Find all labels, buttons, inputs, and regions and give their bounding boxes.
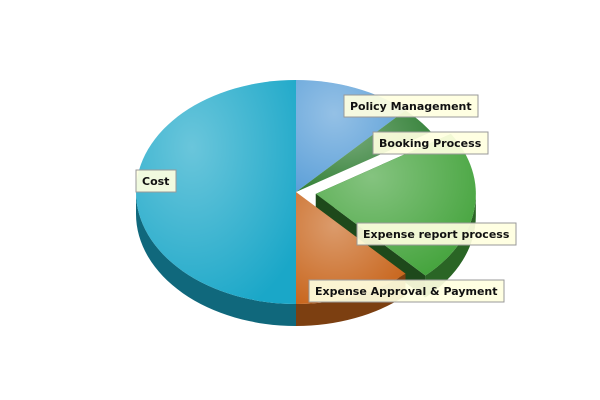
slice-side-cost <box>136 192 296 326</box>
slice-side-expense-report-process <box>425 193 476 298</box>
data-label-box <box>308 279 505 303</box>
data-label-booking-process: Booking Process <box>372 131 489 155</box>
data-label-cost: Cost <box>135 169 177 193</box>
data-label-text: Expense report process <box>363 228 510 241</box>
slice-gloss-booking-process <box>296 110 432 192</box>
data-label-text: Expense Approval & Payment <box>315 285 498 298</box>
data-label-text: Policy Management <box>350 100 472 113</box>
data-label-box <box>372 131 489 155</box>
slice-gloss-expense-approval-and-payment <box>296 192 406 304</box>
data-label-expense-report-process: Expense report process <box>356 222 517 246</box>
slice-gloss-cost <box>136 80 296 304</box>
data-label-text: Booking Process <box>379 137 482 150</box>
data-label-text: Cost <box>142 175 169 188</box>
data-label-box <box>135 169 177 193</box>
data-label-box <box>356 222 517 246</box>
data-label-box <box>343 94 479 118</box>
data-label-expense-approval-and-payment: Expense Approval & Payment <box>308 279 505 303</box>
data-label-policy-management: Policy Management <box>343 94 479 118</box>
